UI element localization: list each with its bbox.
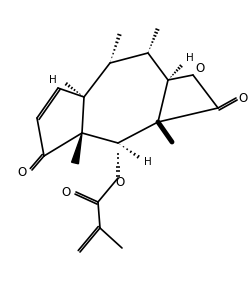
Text: H: H	[49, 75, 57, 85]
Text: O: O	[115, 177, 124, 190]
Polygon shape	[71, 133, 82, 164]
Text: O: O	[17, 166, 26, 179]
Text: H: H	[144, 157, 151, 167]
Text: H: H	[185, 53, 193, 63]
Text: O: O	[237, 91, 247, 104]
Text: O: O	[61, 186, 70, 200]
Text: O: O	[195, 61, 204, 74]
